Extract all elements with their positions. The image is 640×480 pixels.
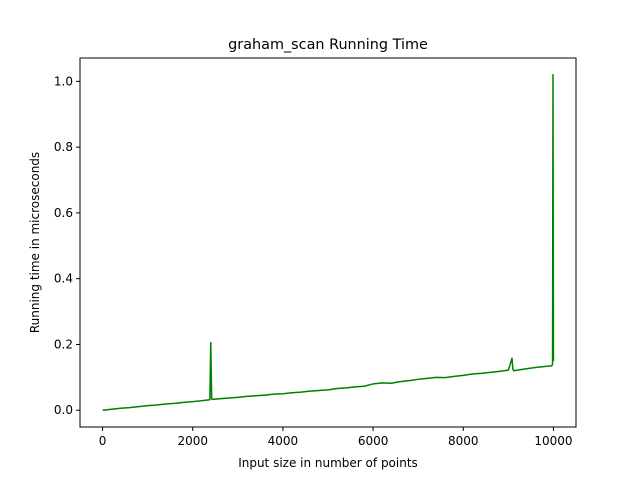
- series-layer: [102, 74, 555, 411]
- y-axis-label: Running time in microseconds: [28, 152, 42, 333]
- y-axis: 0.0 0.2 0.4 0.6 0.8 1.0: [54, 74, 80, 417]
- y-tick-label: 0.6: [54, 206, 73, 220]
- x-tick-label: 8000: [448, 434, 479, 448]
- x-tick-label: 2000: [177, 434, 208, 448]
- plot-frame: [79, 57, 577, 428]
- x-tick-label: 10000: [534, 434, 572, 448]
- x-tick-label: 6000: [358, 434, 389, 448]
- series-line-0: [102, 74, 555, 411]
- chart-title: graham_scan Running Time: [228, 37, 428, 53]
- x-tick-label: 4000: [268, 434, 299, 448]
- x-tick-label: 0: [99, 434, 107, 448]
- y-tick-label: 0.8: [54, 140, 73, 154]
- x-axis: 0 2000 4000 6000 8000 10000: [99, 427, 573, 448]
- y-tick-label: 0.4: [54, 272, 73, 286]
- y-tick-label: 0.0: [54, 403, 73, 417]
- x-axis-label: Input size in number of points: [238, 456, 418, 470]
- y-tick-label: 1.0: [54, 74, 73, 88]
- y-tick-label: 0.2: [54, 337, 73, 351]
